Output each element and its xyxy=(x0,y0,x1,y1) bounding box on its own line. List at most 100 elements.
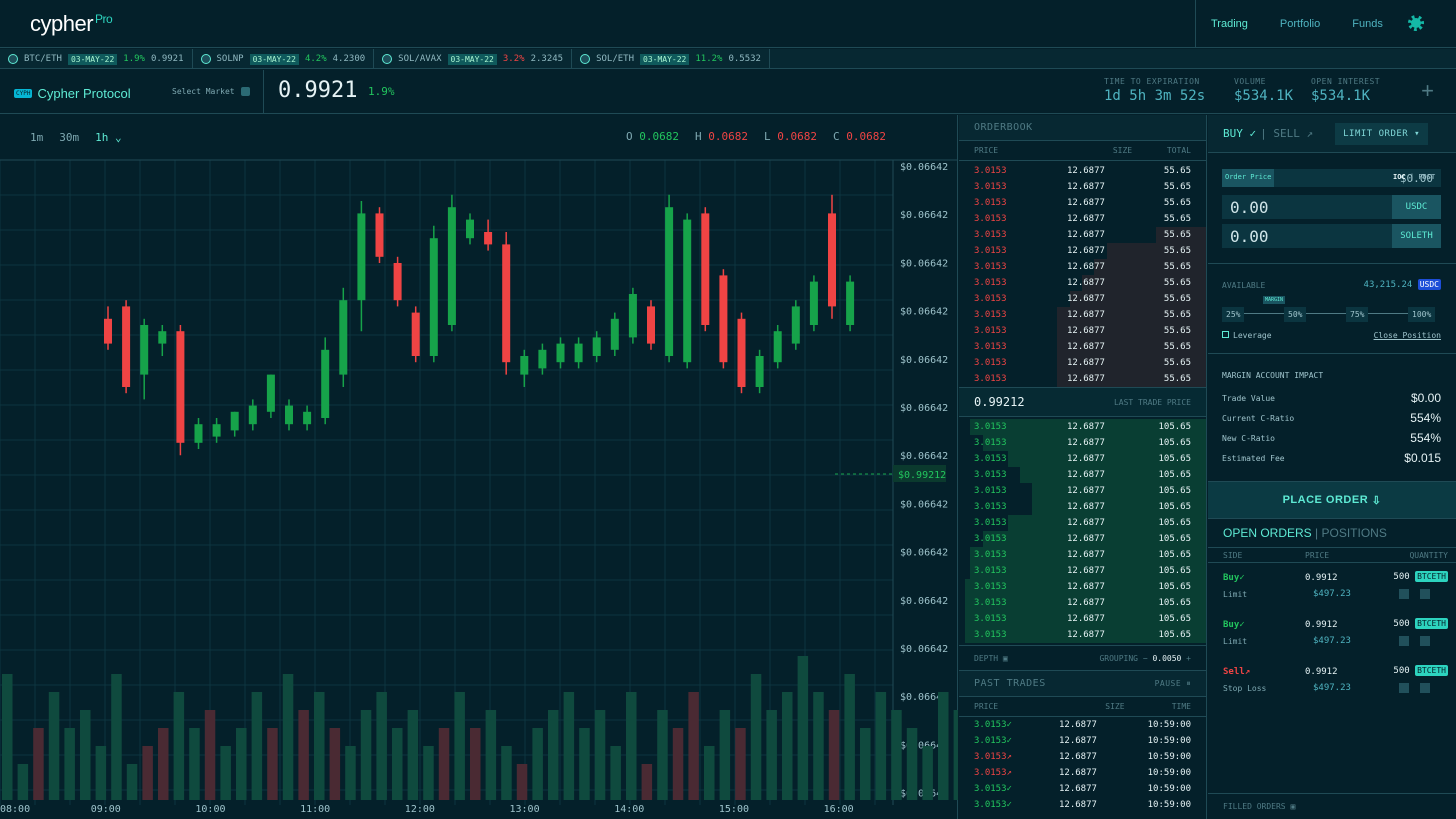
grouping-control[interactable]: GROUPING − 0.0050 + xyxy=(1099,653,1191,663)
ask-row[interactable]: 3.0153 12.6877 55.65 xyxy=(959,339,1206,355)
ask-row[interactable]: 3.0153 12.6877 55.65 xyxy=(959,179,1206,195)
ask-row[interactable]: 3.0153 12.6877 55.65 xyxy=(959,163,1206,179)
ask-row[interactable]: 3.0153 12.6877 55.65 xyxy=(959,243,1206,259)
bid-row[interactable]: 3.0153 12.6877 105.65 xyxy=(959,467,1206,483)
level-75[interactable]: 75% xyxy=(1346,307,1369,322)
order-size: 12.6877 xyxy=(1067,438,1105,448)
edit-icon[interactable] xyxy=(1399,636,1409,646)
unit-soleth[interactable]: SOLETH xyxy=(1392,224,1441,248)
order-total: 105.65 xyxy=(1158,534,1191,544)
bid-row[interactable]: 3.0153 12.6877 105.65 xyxy=(959,579,1206,595)
ohlc-high: 0.0682 xyxy=(708,130,748,143)
sell-tab[interactable]: | SELL ↗ xyxy=(1260,127,1314,140)
ask-row[interactable]: 3.0153 12.6877 55.65 xyxy=(959,355,1206,371)
bid-row[interactable]: 3.0153 12.6877 105.65 xyxy=(959,515,1206,531)
close-icon[interactable] xyxy=(1420,683,1430,693)
timeframe-30m[interactable]: 30m xyxy=(59,131,80,144)
ioc-option[interactable]: IOC xyxy=(1393,173,1406,181)
select-market-label: Select Market xyxy=(172,87,235,96)
timeframe-1h[interactable]: 1h ⌄ xyxy=(95,131,122,144)
ticker-date: 03-MAY-22 xyxy=(640,53,690,65)
bid-row[interactable]: 3.0153 12.6877 105.65 xyxy=(959,563,1206,579)
pause-button[interactable]: PAUSE ⏸ xyxy=(1154,678,1191,688)
open-order-row[interactable]: Buy✓ 0.9912 500 BTCETH Limit $497.23 xyxy=(1208,570,1456,612)
bid-row[interactable]: 3.0153 12.6877 105.65 xyxy=(959,483,1206,499)
ticker-item[interactable]: SOL/ETH 03-MAY-22 11.2% 0.5532 xyxy=(572,49,770,69)
order-size: 12.6877 xyxy=(1067,470,1105,480)
level-50[interactable]: 50% xyxy=(1284,307,1307,322)
nav-portfolio[interactable]: Portfolio xyxy=(1279,18,1321,30)
ask-row[interactable]: 3.0153 12.6877 55.65 xyxy=(959,323,1206,339)
bid-row[interactable]: 3.0153 12.6877 105.65 xyxy=(959,499,1206,515)
ask-row[interactable]: 3.0153 12.6877 55.65 xyxy=(959,211,1206,227)
ask-row[interactable]: 3.0153 12.6877 55.65 xyxy=(959,307,1206,323)
divider xyxy=(263,70,264,114)
bid-row[interactable]: 3.0153 12.6877 105.65 xyxy=(959,451,1206,467)
close-icon[interactable] xyxy=(1420,589,1430,599)
close-position-link[interactable]: Close Position xyxy=(1373,331,1441,340)
ask-row[interactable]: 3.0153 12.6877 55.65 xyxy=(959,275,1206,291)
level-25[interactable]: 25% xyxy=(1222,307,1245,322)
bid-row[interactable]: 3.0153 12.6877 105.65 xyxy=(959,595,1206,611)
close-icon[interactable] xyxy=(1420,636,1430,646)
nav-funds[interactable]: Funds xyxy=(1352,18,1383,30)
order-price: 3.0153 xyxy=(974,566,1007,576)
ticker-item[interactable]: BTC/ETH 03-MAY-22 1.9% 0.9921 xyxy=(0,49,193,69)
select-market-button[interactable]: Select Market xyxy=(172,87,250,96)
nav-trading[interactable]: Trading xyxy=(1211,18,1248,30)
level-100[interactable]: 100% xyxy=(1408,307,1436,322)
margin-marker[interactable]: MARGIN xyxy=(1263,296,1286,304)
bid-row[interactable]: 3.0153 12.6877 105.65 xyxy=(959,627,1206,643)
order-price: 0.9912 xyxy=(1305,667,1338,677)
ask-row[interactable]: 3.0153 12.6877 55.65 xyxy=(959,227,1206,243)
volume-bar xyxy=(719,710,731,800)
filled-orders-label: FILLED ORDERS xyxy=(1223,802,1286,811)
tab-positions[interactable]: POSITIONS xyxy=(1321,526,1387,540)
timeframe-1m[interactable]: 1m xyxy=(30,131,44,144)
ask-row[interactable]: 3.0153 12.6877 55.65 xyxy=(959,259,1206,275)
ask-row[interactable]: 3.0153 12.6877 55.65 xyxy=(959,371,1206,387)
available-row: AVAILABLE 43,215.24 USDC xyxy=(1222,279,1441,290)
timeframe-label: 1h xyxy=(95,131,109,144)
edit-icon[interactable] xyxy=(1399,589,1409,599)
x-tick-label: 10:00 xyxy=(195,804,225,815)
ticker-item[interactable]: SOLNP 03-MAY-22 4.2% 4.2300 xyxy=(193,49,375,69)
order-price: 3.0153 xyxy=(974,278,1007,288)
bid-row[interactable]: 3.0153 12.6877 105.65 xyxy=(959,611,1206,627)
order-type-select[interactable]: LIMIT ORDER ▾ xyxy=(1335,122,1429,145)
leverage-checkbox[interactable]: Leverage xyxy=(1222,331,1272,340)
order-total: 105.65 xyxy=(1158,566,1191,576)
market-name[interactable]: CYPH Cypher Protocol xyxy=(14,86,131,101)
leverage-slider-track[interactable] xyxy=(1236,313,1426,314)
tab-open-orders[interactable]: OPEN ORDERS xyxy=(1223,526,1312,540)
plus-icon[interactable]: + xyxy=(1421,78,1434,103)
ask-row[interactable]: 3.0153 12.6877 55.65 xyxy=(959,291,1206,307)
gear-icon[interactable] xyxy=(1408,15,1424,31)
bid-row[interactable]: 3.0153 12.6877 105.65 xyxy=(959,547,1206,563)
place-order-button[interactable]: PLACE ORDER ⇩ xyxy=(1208,481,1456,519)
order-size: 12.6877 xyxy=(1067,182,1105,192)
bid-row[interactable]: 3.0153 12.6877 105.65 xyxy=(959,419,1206,435)
edit-icon[interactable] xyxy=(1399,683,1409,693)
order-price-field[interactable]: Order Price $0.00 xyxy=(1222,169,1441,187)
buy-tab[interactable]: BUY ✓ xyxy=(1223,127,1257,140)
bid-row[interactable]: 3.0153 12.6877 105.65 xyxy=(959,531,1206,547)
ticker-item[interactable]: SOL/AVAX 03-MAY-22 3.2% 2.3245 xyxy=(374,49,573,69)
post-option[interactable]: POST xyxy=(1418,173,1436,181)
depth-toggle[interactable]: DEPTH ▣ xyxy=(974,653,1008,663)
logo[interactable]: cypher Pro xyxy=(30,11,113,37)
ask-row[interactable]: 3.0153 12.6877 55.65 xyxy=(959,195,1206,211)
order-size: 12.6877 xyxy=(1067,502,1105,512)
price-chart[interactable]: $0.06642 $0.06642 $0.06642 $0.06642 $0.06642… xyxy=(0,115,958,819)
bid-row[interactable]: 3.0153 12.6877 105.65 xyxy=(959,435,1206,451)
trade-row: 3.0153✓ 12.6877 10:59:00 xyxy=(959,733,1206,749)
filled-orders-toggle[interactable]: FILLED ORDERS ▣ xyxy=(1208,793,1456,819)
open-order-row[interactable]: Buy✓ 0.9912 500 BTCETH Limit $497.23 xyxy=(1208,617,1456,659)
amount-input-usdc[interactable]: 0.00 USDC xyxy=(1222,195,1441,219)
y-tick-label: $0.06642 xyxy=(900,355,948,366)
open-order-row[interactable]: Sell↗ 0.9912 500 BTCETH Stop Loss $497.23 xyxy=(1208,664,1456,706)
market-change: 1.9% xyxy=(368,85,395,98)
amount-input-soleth[interactable]: 0.00 SOLETH xyxy=(1222,224,1441,248)
ioc-post-toggle[interactable]: IOC | POST xyxy=(1393,173,1436,181)
unit-usdc[interactable]: USDC xyxy=(1392,195,1441,219)
